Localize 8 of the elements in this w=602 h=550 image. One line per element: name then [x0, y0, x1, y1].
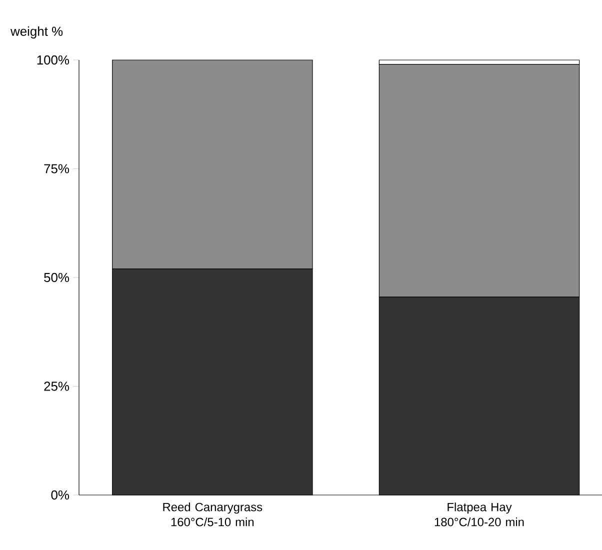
y-tick-label: 25% [44, 382, 70, 391]
y-axis-title: weight % [10, 26, 63, 38]
y-tick-label: 75% [44, 164, 70, 174]
y-tick-label: 0% [51, 490, 70, 500]
y-tick-label: 50% [44, 272, 70, 282]
x-tick-label: Flatpea Hay 180°C/10-20 min [434, 502, 524, 526]
y-tick-label: 100% [37, 55, 70, 65]
x-tick-label: Reed Canarygrass 160°C/5-10 min [163, 502, 262, 526]
